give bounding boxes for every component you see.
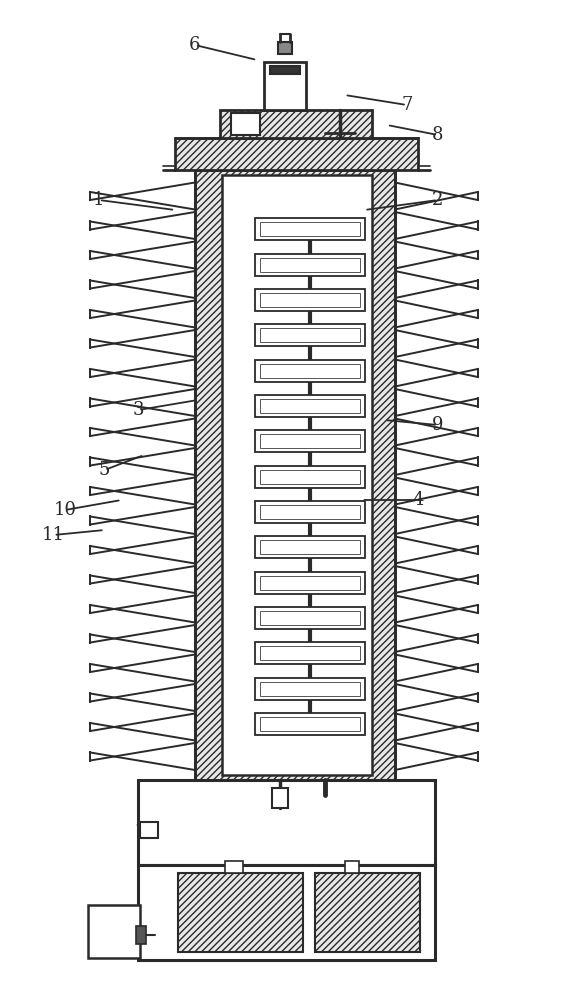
Bar	[255, 713, 365, 735]
Bar	[278, 42, 292, 54]
Bar	[255, 218, 365, 240]
Bar	[138, 780, 435, 865]
Bar	[88, 905, 140, 958]
Bar	[255, 254, 365, 276]
Bar	[260, 576, 360, 590]
Bar	[255, 678, 365, 700]
Text: 10: 10	[54, 501, 76, 519]
Text: 3: 3	[133, 401, 144, 419]
Bar	[260, 717, 360, 731]
Text: 6: 6	[189, 36, 201, 54]
Bar	[255, 289, 365, 311]
Bar	[231, 113, 260, 135]
Bar	[260, 682, 360, 696]
Bar	[225, 861, 243, 873]
Bar	[260, 505, 360, 519]
Bar	[345, 861, 359, 873]
Bar	[260, 293, 360, 307]
Text: 7: 7	[401, 96, 412, 114]
Bar	[260, 646, 360, 660]
Text: 4: 4	[412, 491, 424, 509]
Text: 9: 9	[432, 416, 444, 434]
Bar	[264, 62, 306, 110]
Bar	[255, 324, 365, 346]
Bar	[222, 175, 372, 775]
Bar	[140, 822, 158, 838]
Bar	[175, 138, 418, 170]
Bar	[315, 873, 420, 952]
Bar	[138, 865, 435, 960]
Bar	[255, 466, 365, 488]
Bar	[255, 395, 365, 417]
Bar	[255, 501, 365, 523]
Bar	[255, 607, 365, 629]
Bar	[260, 434, 360, 448]
Text: 8: 8	[432, 126, 444, 144]
Bar	[255, 430, 365, 452]
Bar	[260, 540, 360, 554]
Bar	[260, 258, 360, 272]
Bar	[220, 110, 372, 138]
Bar	[260, 470, 360, 484]
Bar	[255, 536, 365, 558]
Bar	[260, 611, 360, 625]
Bar	[255, 572, 365, 594]
Text: 1: 1	[93, 191, 105, 209]
Text: 2: 2	[432, 191, 444, 209]
Bar	[260, 222, 360, 236]
Text: 11: 11	[42, 526, 65, 544]
Bar	[272, 788, 288, 808]
Bar	[260, 328, 360, 342]
Bar	[178, 873, 303, 952]
Bar	[255, 360, 365, 382]
Bar	[270, 66, 300, 74]
Bar	[136, 926, 146, 944]
Bar	[255, 642, 365, 664]
Text: 5: 5	[99, 461, 110, 479]
Bar	[260, 364, 360, 378]
Bar	[260, 399, 360, 413]
Bar	[195, 170, 395, 780]
